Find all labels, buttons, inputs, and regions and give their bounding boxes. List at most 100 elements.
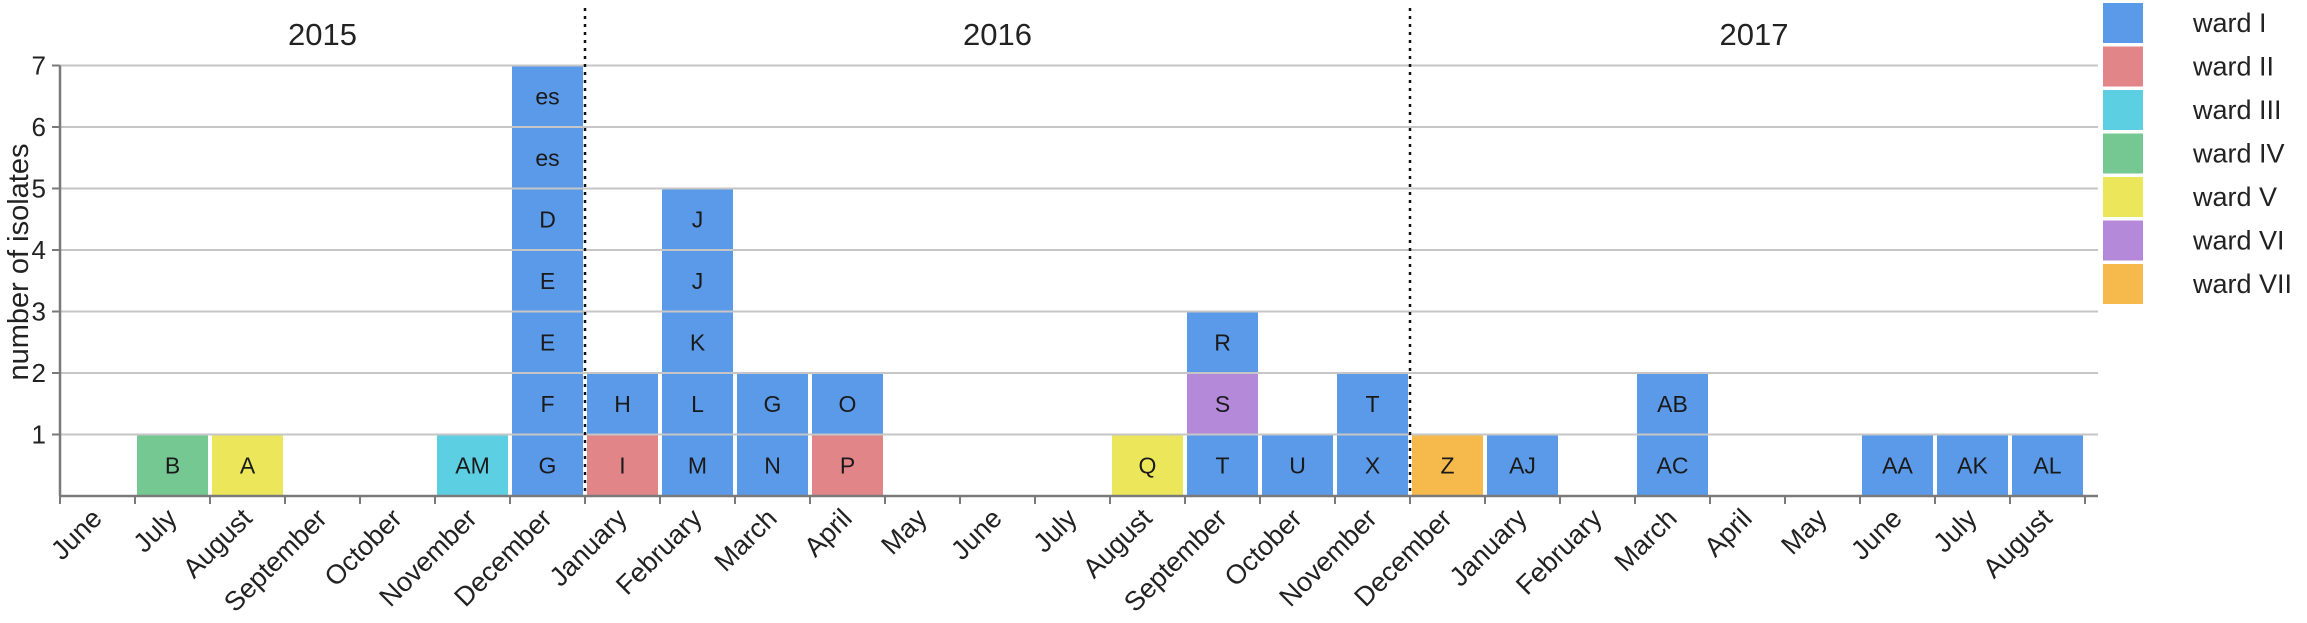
x-tick-label: April xyxy=(1698,503,1757,562)
bar-cell xyxy=(587,374,658,434)
bar-cell xyxy=(212,435,283,495)
bar-cell xyxy=(1262,435,1333,495)
bar-cell-label: AL xyxy=(2033,452,2061,478)
bar-cell-label: AJ xyxy=(1509,452,1536,478)
bar-cell xyxy=(662,189,733,249)
bar-cell xyxy=(1862,435,1933,495)
bar-cell xyxy=(512,312,583,372)
x-tick-label: June xyxy=(945,503,1008,566)
bar-cell-label: AC xyxy=(1657,452,1689,478)
bar-cell xyxy=(437,435,508,495)
bar-cell-label: H xyxy=(614,391,631,417)
bar-cell-label: es xyxy=(535,83,559,109)
legend-swatch xyxy=(2103,220,2143,261)
bar-cell-label: G xyxy=(764,391,782,417)
year-label: 2017 xyxy=(1720,17,1789,52)
bar-cell xyxy=(662,251,733,311)
year-label: 2016 xyxy=(963,17,1032,52)
bar-cell xyxy=(1187,374,1258,434)
bar-cell xyxy=(812,374,883,434)
bar-cell-label: T xyxy=(1365,391,1379,417)
y-tick-label: 1 xyxy=(32,420,46,450)
x-tick-labels: June JulyAugustSeptemberOctoberNovemberDe… xyxy=(45,503,2058,618)
bar-cells: B A AM G F E E Des es I H M L K J J N G P O Q T S R U X T Z AJ AC AB AA… xyxy=(137,66,2083,495)
x-tick-label: July xyxy=(1928,503,1984,559)
bar-cell-label: X xyxy=(1365,452,1380,478)
x-tick-label: August xyxy=(1977,503,2058,584)
legend-label: ward II xyxy=(2192,52,2274,82)
bar-cell-label: I xyxy=(619,452,625,478)
bar-cell xyxy=(587,435,658,495)
bar-cell xyxy=(512,251,583,311)
bar-cell xyxy=(512,128,583,188)
bar-cell xyxy=(1112,435,1183,495)
bar-cell-label: E xyxy=(540,329,555,355)
bar-cell xyxy=(1187,435,1258,495)
bar-cell xyxy=(1412,435,1483,495)
y-axis-label: number of isolates xyxy=(3,144,35,381)
legend-swatch xyxy=(2103,90,2143,130)
x-tick-label: June xyxy=(1845,503,1908,566)
y-tick-label: 2 xyxy=(32,358,46,388)
bar-cell-label: B xyxy=(165,452,180,478)
x-tick-label: May xyxy=(1775,503,1833,561)
bar-cell-label: AA xyxy=(1882,452,1913,478)
bar-cell-label: A xyxy=(240,452,256,478)
bar-cell-label: D xyxy=(539,206,556,232)
bar-cell-label: Q xyxy=(1139,452,1157,478)
legend-label: ward VII xyxy=(2192,269,2292,299)
bar-cell-label: T xyxy=(1215,452,1229,478)
bar-cell xyxy=(662,374,733,434)
legend-swatch xyxy=(2103,264,2143,304)
y-tick-label: 5 xyxy=(32,174,46,204)
bar-cell-label: M xyxy=(688,452,707,478)
bar-cell xyxy=(1637,374,1708,434)
legend-label: ward IV xyxy=(2192,139,2285,169)
bar-cell-label: U xyxy=(1289,452,1306,478)
legend-label: ward VI xyxy=(2192,226,2285,256)
bar-cell-label: J xyxy=(692,206,704,232)
x-tick-label: March xyxy=(1608,503,1682,577)
bar-cell xyxy=(2012,435,2083,495)
bar-cell-label: R xyxy=(1214,329,1231,355)
bar-cell xyxy=(1637,435,1708,495)
bar-cell xyxy=(512,435,583,495)
x-tick-label: April xyxy=(798,503,857,562)
bar-cell-label: L xyxy=(691,391,704,417)
bar-cell-label: Z xyxy=(1440,452,1454,478)
year-dividers xyxy=(583,8,1412,496)
bar-cell-label: J xyxy=(692,268,704,294)
y-tick-label: 6 xyxy=(32,112,46,142)
year-labels: 2015 2016 2017 xyxy=(288,17,1788,52)
x-tick-label: March xyxy=(708,503,782,577)
legend-label: ward III xyxy=(2192,95,2282,125)
bar-cell xyxy=(512,66,583,126)
bar-cell-label: E xyxy=(540,268,555,294)
bar-cell-label: G xyxy=(539,452,557,478)
bar-cell xyxy=(737,435,808,495)
x-tick-label: July xyxy=(128,503,184,559)
legend-swatch xyxy=(2103,46,2143,87)
y-tick-label: 4 xyxy=(32,235,46,265)
legend-swatch xyxy=(2103,133,2143,174)
legend: ward I ward II ward III ward IV ward V ward V… xyxy=(2103,3,2292,304)
legend-swatch xyxy=(2103,3,2143,43)
bar-cell-label: es xyxy=(535,145,559,171)
bar-cell-label: P xyxy=(840,452,855,478)
y-tick-label: 3 xyxy=(32,297,46,327)
bar-cell xyxy=(1487,435,1558,495)
legend-label: ward V xyxy=(2192,182,2277,212)
year-label: 2015 xyxy=(288,17,357,52)
bar-cell xyxy=(1937,435,2008,495)
bar-cell-label: S xyxy=(1215,391,1230,417)
bar-cell xyxy=(137,435,208,495)
gridlines xyxy=(60,64,2098,436)
bar-cell xyxy=(662,312,733,372)
bar-cell-label: AB xyxy=(1657,391,1688,417)
bar-cell-label: O xyxy=(839,391,857,417)
bar-cell-label: F xyxy=(540,391,554,417)
x-tick-label: May xyxy=(875,503,933,561)
bar-cell xyxy=(812,435,883,495)
